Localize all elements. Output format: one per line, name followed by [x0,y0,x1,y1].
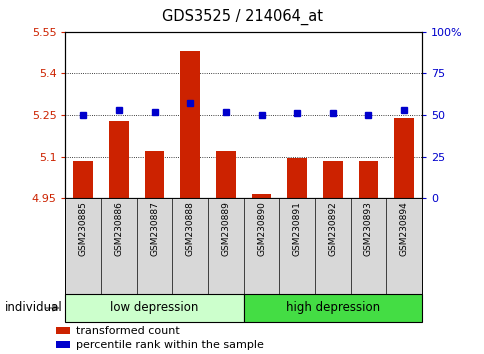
Bar [358,161,378,198]
Text: GSM230894: GSM230894 [399,201,408,256]
Text: high depression: high depression [285,302,379,314]
Bar [56,341,70,348]
Text: percentile rank within the sample: percentile rank within the sample [76,340,263,350]
Bar [65,294,243,322]
Bar [180,51,199,198]
Text: GSM230887: GSM230887 [150,201,159,256]
Bar [145,151,164,198]
Text: individual: individual [5,302,62,314]
Text: GSM230892: GSM230892 [328,201,337,256]
Bar [243,294,421,322]
Text: GSM230886: GSM230886 [114,201,123,256]
Text: low depression: low depression [110,302,198,314]
Bar [322,161,342,198]
Bar [393,118,413,198]
Bar [251,194,271,198]
Bar [56,327,70,334]
Text: transformed count: transformed count [76,326,179,336]
Bar [74,161,93,198]
Bar [109,121,128,198]
Text: GSM230885: GSM230885 [78,201,88,256]
Text: GSM230889: GSM230889 [221,201,230,256]
Bar [287,158,306,198]
Bar [216,151,235,198]
Text: GSM230891: GSM230891 [292,201,301,256]
Text: GSM230888: GSM230888 [185,201,195,256]
Text: GSM230890: GSM230890 [257,201,266,256]
Text: GSM230893: GSM230893 [363,201,372,256]
Text: GDS3525 / 214064_at: GDS3525 / 214064_at [162,9,322,25]
